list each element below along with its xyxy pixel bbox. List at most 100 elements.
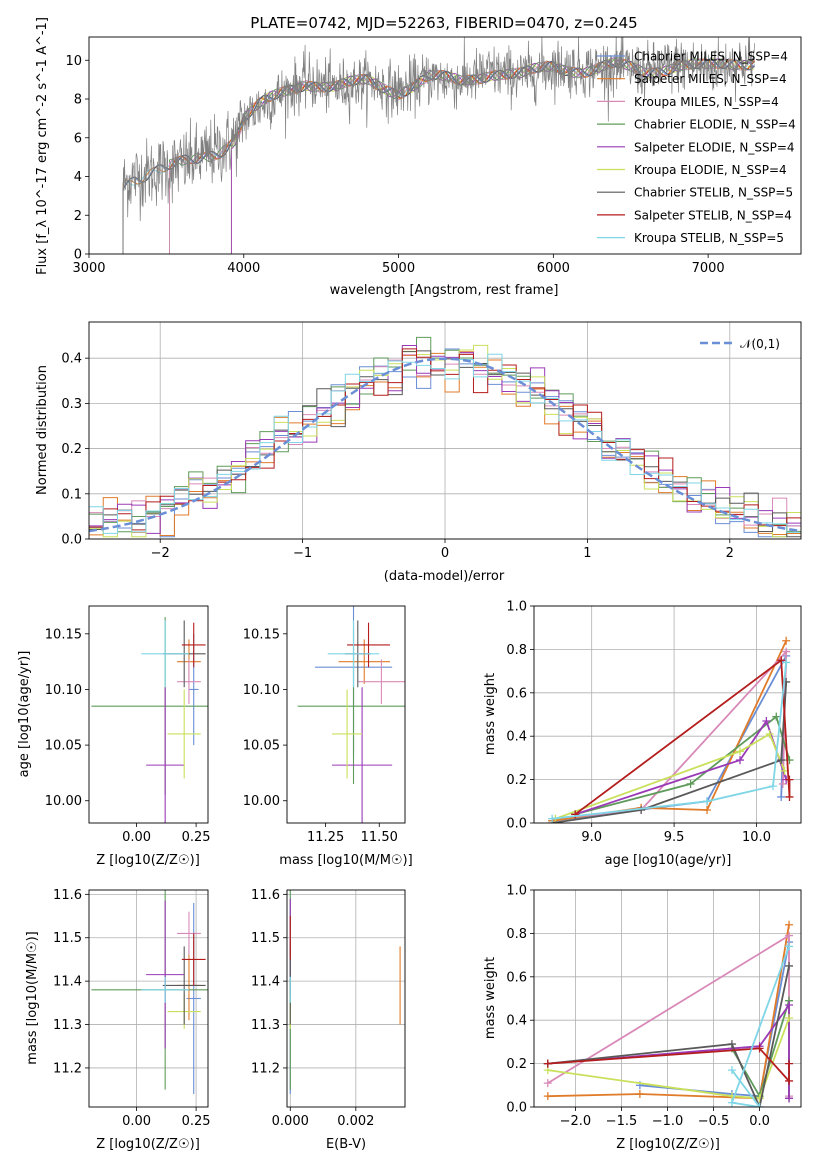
mass-weight-series — [730, 946, 790, 1107]
mass-weight-point — [777, 656, 786, 665]
age-vs-mass-ytick-label: 10.05 — [243, 739, 280, 754]
mass-weight-vs-Z-xtick-label: 0.0 — [749, 1114, 770, 1129]
residuals-ylabel: Normed distribution — [35, 365, 50, 495]
spectrum-xtick-label: 3000 — [72, 261, 105, 276]
mass-weight-series — [547, 1002, 790, 1099]
mass-vs-EBV-panel: 0.000 0.002 11.2 11.3 11.4 11.5 11.6 — [251, 888, 406, 1129]
mass-weight-point — [686, 779, 695, 788]
residuals-ytick-label: 0.2 — [61, 442, 82, 457]
mass-weight-vs-Z-ytick-label: 0.8 — [506, 927, 527, 942]
mass-weight-point — [772, 712, 781, 721]
mass-weight-vs-age-ytick-label: 0.0 — [506, 817, 527, 832]
age-vs-mass-plot-area — [297, 606, 405, 823]
mass-weight-vs-age-ytick-label: 1.0 — [506, 600, 527, 615]
mass-weight-point — [635, 1089, 644, 1098]
mass-weight-vs-Z-ytick-label: 0.4 — [506, 1014, 527, 1029]
age-vs-Z-xtick-label: 0.00 — [122, 830, 151, 845]
age-vs-mass-panel: 11.25 11.50 10.00 10.05 10.10 10.15 — [243, 605, 406, 845]
mass-weight-point — [637, 805, 646, 814]
spectrum-title: PLATE=0742, MJD=52263, FIBERID=0470, z=0… — [250, 14, 637, 32]
residuals-xtick-label: 1 — [583, 546, 591, 561]
mass-weight-point — [777, 792, 786, 801]
spectrum-xtick-label: 7000 — [692, 261, 725, 276]
mass-weight-point — [785, 1059, 794, 1068]
legend-label: Chabrier ELODIE, N_SSP=4 — [634, 118, 796, 132]
residuals-ytick-label: 0.0 — [61, 533, 82, 548]
spectrum-ytick-label: 6 — [74, 131, 82, 146]
mass-vs-Z-xtick-label: 0.25 — [182, 1114, 211, 1129]
mass-weight-series — [547, 1047, 790, 1084]
spectrum-xlabel: wavelength [Angstrom, rest frame] — [330, 283, 559, 298]
age-vs-Z-panel: 0.00 0.25 10.00 10.05 10.10 10.15 — [45, 605, 211, 845]
spectrum-ytick-label: 2 — [74, 209, 82, 224]
residuals-ytick-label: 0.3 — [61, 397, 82, 412]
mass-vs-Z-plot-area — [91, 890, 208, 1094]
mass-vs-EBV-ytick-label: 11.5 — [251, 931, 280, 946]
legend-label: Kroupa ELODIE, N_SSP=4 — [634, 163, 787, 177]
legend-label: Salpeter ELODIE, N_SSP=4 — [634, 140, 795, 154]
age-vs-Z-ylabel: age [log10(age/yr)] — [17, 651, 32, 778]
mass-weight-point — [762, 717, 771, 726]
mass-vs-Z-frame — [88, 889, 209, 1108]
mass-weight-point — [736, 747, 745, 756]
mass-vs-Z-ylabel: mass [log10(M/M☉)] — [25, 931, 40, 1064]
mass-vs-EBV-xtick-label: 0.000 — [272, 1114, 309, 1129]
age-vs-mass-ytick-label: 10.00 — [243, 794, 280, 809]
mass-weight-vs-age-xtick-label: 10.0 — [742, 830, 771, 845]
age-vs-Z-xtick-label: 0.25 — [182, 830, 211, 845]
spectrum-legend: Chabrier MILES, N_SSP=4 Salpeter MILES, N… — [597, 50, 796, 245]
age-vs-mass-frame — [286, 605, 406, 824]
mass-weight-vs-Z-xtick-label: −2.0 — [560, 1114, 592, 1129]
mass-weight-point — [785, 1094, 794, 1103]
spectrum-xtick-label: 5000 — [382, 261, 415, 276]
mass-weight-vs-Z-ytick-label: 0.6 — [506, 970, 527, 985]
mass-weight-vs-age-ytick-label: 0.6 — [506, 686, 527, 701]
mass-weight-point — [782, 658, 791, 667]
mass-weight-vs-age-panel: 9.0 9.5 10.0 0.0 0.2 0.4 0.6 0.8 1.0 — [506, 600, 802, 845]
mass-vs-EBV-plot-area — [289, 890, 401, 1094]
mass-weight-vs-Z-xlabel: Z [log10(Z/Z☉)] — [616, 1137, 720, 1152]
mass-weight-point — [768, 782, 777, 791]
mass-weight-vs-Z-xtick-label: −0.5 — [698, 1114, 730, 1129]
age-vs-Z-xlabel: Z [log10(Z/Z☉)] — [96, 853, 200, 868]
age-vs-Z-ytick-label: 10.15 — [45, 627, 82, 642]
residuals-xtick-label: −1 — [293, 546, 312, 561]
mass-weight-point — [548, 814, 557, 823]
age-vs-Z-plot-area — [91, 617, 208, 823]
spectrum-xtick-label: 4000 — [227, 261, 260, 276]
mass-vs-EBV-ytick-label: 11.4 — [251, 975, 280, 990]
age-vs-mass-xtick-label: 11.25 — [307, 830, 344, 845]
mass-vs-Z-ytick-label: 11.2 — [53, 1061, 82, 1076]
mass-weight-vs-age-plot-area — [548, 636, 794, 823]
mass-weight-vs-Z-plot-area — [543, 920, 794, 1107]
spectrum-plot-area — [122, 37, 755, 254]
residuals-xtick-label: 2 — [726, 546, 734, 561]
residuals-xtick-label: 0 — [441, 546, 449, 561]
spectrum-panel: 3000 4000 5000 6000 7000 0 2 4 6 8 10 — [65, 36, 802, 276]
mass-vs-EBV-ytick-label: 11.2 — [251, 1061, 280, 1076]
mass-weight-point — [785, 1001, 794, 1010]
mass-weight-point — [543, 1092, 552, 1101]
mass-weight-vs-age-ylabel: mass weight — [483, 673, 498, 755]
age-vs-Z-ytick-label: 10.00 — [45, 794, 82, 809]
mass-vs-Z-xtick-label: 0.00 — [122, 1114, 151, 1129]
mass-weight-point — [755, 1103, 764, 1107]
legend-label: Chabrier MILES, N_SSP=4 — [634, 50, 788, 64]
mass-weight-point — [782, 636, 791, 645]
spectrum-ytick-label: 0 — [74, 248, 82, 263]
legend-label-normal: 𝒩(0,1) — [740, 337, 780, 351]
residual-histogram — [89, 353, 801, 534]
mass-weight-point — [785, 792, 794, 801]
mass-weight-point — [785, 920, 794, 929]
residuals-ytick-label: 0.4 — [61, 352, 82, 367]
mass-weight-series — [547, 1017, 790, 1100]
mass-weight-vs-age-xtick-label: 9.0 — [581, 830, 602, 845]
age-vs-Z-frame — [88, 605, 209, 824]
spectrum-ytick-label: 10 — [65, 54, 82, 69]
mass-weight-point — [785, 961, 794, 970]
mass-vs-Z-xlabel: Z [log10(Z/Z☉)] — [96, 1137, 200, 1152]
mass-weight-vs-Z-xtick-label: −1.5 — [606, 1114, 638, 1129]
legend-label: Salpeter STELIB, N_SSP=4 — [634, 208, 792, 222]
residual-histogram — [89, 350, 801, 538]
mass-vs-EBV-ytick-label: 11.3 — [251, 1018, 280, 1033]
